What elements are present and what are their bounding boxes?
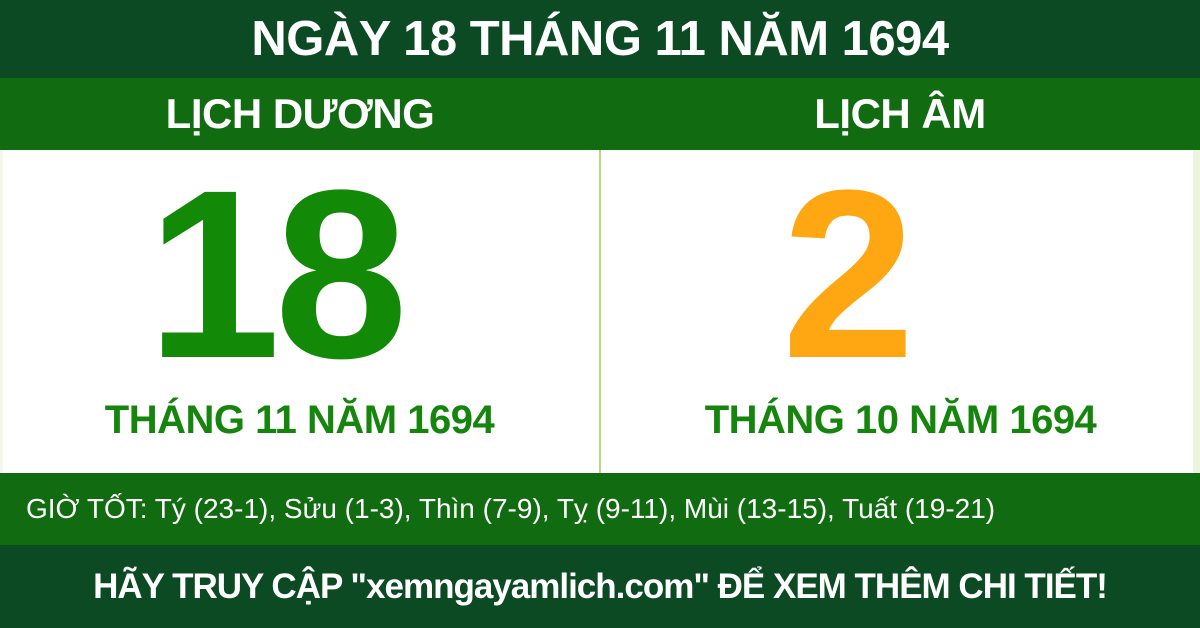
calendar-body: 18 THÁNG 11 NĂM 1694 2 THÁNG 10 NĂM 1694 [0,150,1200,473]
lunar-calendar-header: LỊCH ÂM [814,90,986,137]
calendar-type-header: LỊCH DƯƠNG LỊCH ÂM [0,78,1200,150]
column-divider [599,150,601,473]
lunar-day-number: 2 [781,140,916,408]
solar-calendar-header: LỊCH DƯƠNG [165,90,435,137]
lunar-month-year: THÁNG 10 NĂM 1694 [704,398,1097,442]
good-hours-text: GIỜ TỐT: Tý (23-1), Sửu (1-3), Thìn (7-9… [26,493,996,524]
solar-panel: 18 THÁNG 11 NĂM 1694 [0,150,599,473]
page-title: NGÀY 18 THÁNG 11 NĂM 1694 [251,12,949,66]
footer-cta-bar: HÃY TRUY CẬP "xemngayamlich.com" ĐỂ XEM … [0,545,1200,628]
solar-month-year: THÁNG 11 NĂM 1694 [104,398,495,442]
lunar-panel: 2 THÁNG 10 NĂM 1694 [601,150,1200,473]
solar-day-number: 18 [147,140,408,408]
good-hours-bar: GIỜ TỐT: Tý (23-1), Sửu (1-3), Thìn (7-9… [0,473,1200,545]
footer-cta-text: HÃY TRUY CẬP "xemngayamlich.com" ĐỂ XEM … [93,566,1108,606]
date-title-bar: NGÀY 18 THÁNG 11 NĂM 1694 [0,0,1200,78]
